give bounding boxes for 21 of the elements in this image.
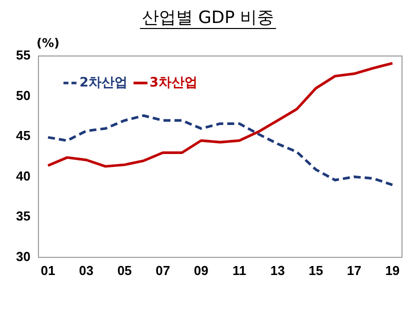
- x-tick-label: 07: [156, 262, 170, 278]
- legend-label: 2차산업: [79, 75, 128, 90]
- y-tick-label: 40: [16, 168, 30, 184]
- x-tick-label: 03: [79, 262, 94, 278]
- line-series: [46, 114, 394, 186]
- y-tick-label: 50: [16, 88, 30, 103]
- chart-title: 산업별 GDP 비중: [140, 8, 276, 29]
- y-axis-title: (%): [36, 36, 60, 50]
- x-tick-label: 13: [270, 262, 285, 278]
- x-tick-label: 01: [40, 262, 56, 278]
- y-tick-label: 30: [16, 248, 30, 264]
- legend-label: 3차산업: [150, 75, 198, 90]
- x-tick-label: 11: [232, 262, 246, 278]
- x-tick-label: 05: [117, 262, 132, 278]
- y-tick-label: 45: [16, 128, 30, 144]
- x-tick-label: 15: [308, 262, 324, 278]
- y-tick-label: 35: [16, 208, 30, 224]
- x-tick-label: 19: [385, 262, 400, 278]
- x-tick-label: 09: [194, 262, 208, 278]
- x-tick-label: 17: [346, 262, 362, 278]
- y-tick-label: 55: [16, 48, 30, 63]
